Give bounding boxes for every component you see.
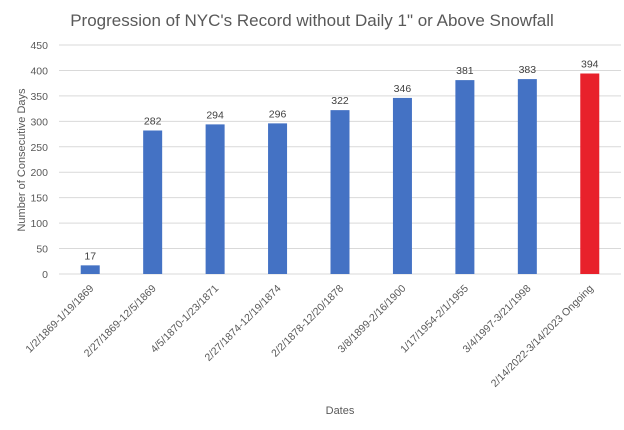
y-tick-label: 200 <box>30 167 48 179</box>
bars <box>80 73 600 275</box>
data-label: 294 <box>206 109 224 121</box>
data-labels: 17 282 294 296 322 346 381 383 394 <box>84 58 598 262</box>
y-axis-label: Number of Consecutive Days <box>16 88 28 232</box>
data-label: 296 <box>269 108 287 120</box>
chart-title: Progression of NYC's Record without Dail… <box>70 11 554 30</box>
x-tick-label: 1/2/1869-1/19/1869 <box>23 283 96 356</box>
y-axis-ticks: 0 50 100 150 200 250 300 350 400 450 <box>30 40 48 281</box>
y-tick-label: 150 <box>30 193 48 205</box>
bar <box>143 130 163 274</box>
x-tick-label: 3/8/1899-2/16/1900 <box>336 283 409 356</box>
y-tick-label: 350 <box>30 91 48 103</box>
x-axis-ticks: 1/2/1869-1/19/18692/27/1869-12/5/18694/5… <box>23 283 596 390</box>
x-tick-label: 3/4/1997-3/21/1998 <box>461 283 534 356</box>
bar <box>330 110 350 274</box>
y-tick-label: 100 <box>30 218 48 230</box>
bar <box>392 97 412 275</box>
data-label: 282 <box>144 115 162 127</box>
data-label: 322 <box>331 95 349 107</box>
y-tick-label: 0 <box>42 269 48 281</box>
x-tick-label: 4/5/1870-1/23/1871 <box>148 283 221 356</box>
x-axis-label: Dates <box>326 405 355 417</box>
x-tick-label: 1/17/1954-2/1/1955 <box>398 283 471 356</box>
data-label: 383 <box>519 64 537 76</box>
bar <box>268 123 288 274</box>
data-label: 346 <box>394 83 412 95</box>
data-label: 381 <box>456 65 474 77</box>
y-tick-label: 300 <box>30 116 48 128</box>
data-label: 17 <box>84 250 96 262</box>
bar <box>205 124 225 275</box>
y-tick-label: 400 <box>30 65 48 77</box>
bar <box>517 79 537 275</box>
bar <box>80 265 100 274</box>
x-tick-label: 2/14/2022-3/14/2023 Ongoing <box>489 283 596 390</box>
y-tick-label: 250 <box>30 142 48 154</box>
y-tick-label: 50 <box>36 244 48 256</box>
bar <box>455 80 475 274</box>
data-label: 394 <box>581 58 599 70</box>
bar <box>580 73 600 275</box>
y-tick-label: 450 <box>30 40 48 52</box>
